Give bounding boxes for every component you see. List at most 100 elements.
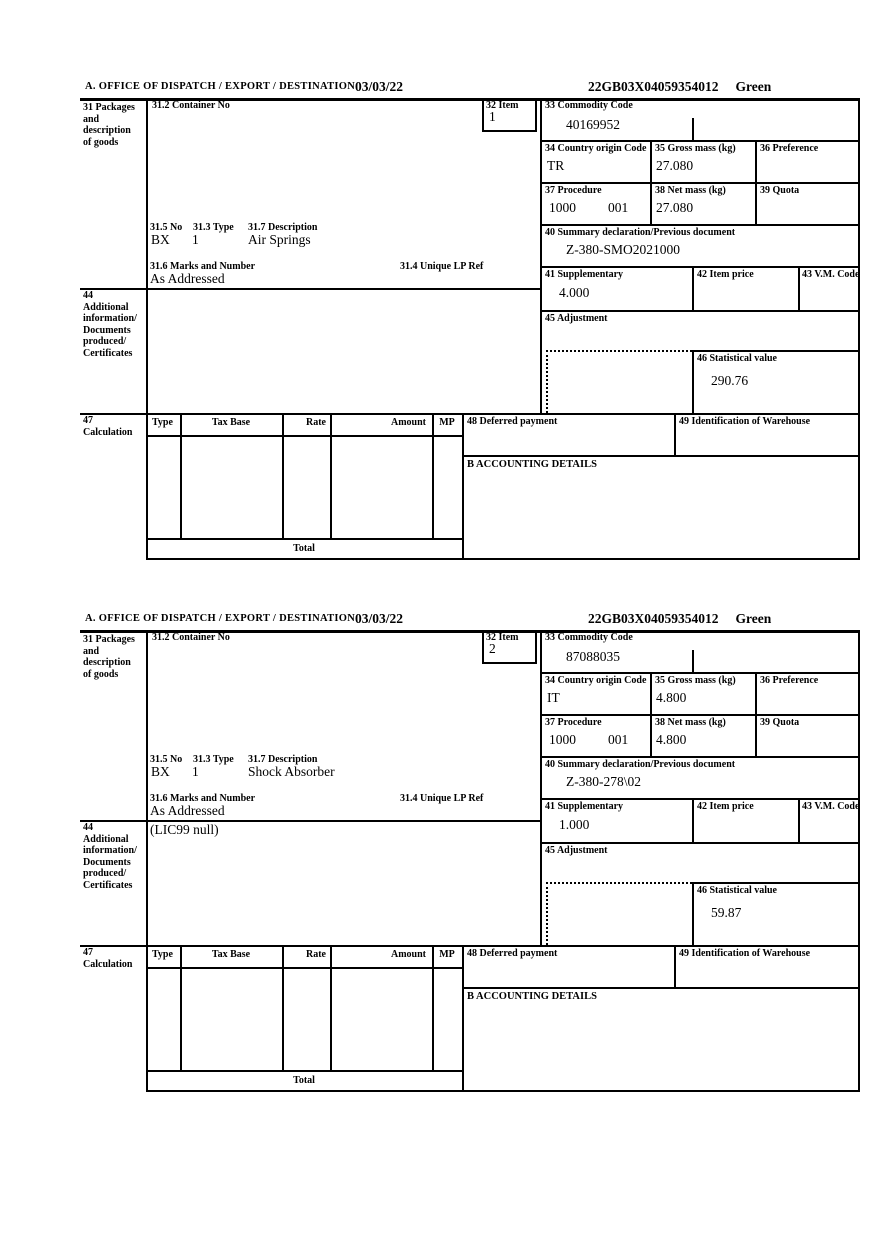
commodity-code-subdivider [692, 650, 694, 672]
divider [80, 820, 542, 822]
adjustment-dotted-border [546, 350, 548, 413]
commodity-code-value: 87088035 [566, 649, 620, 664]
divider [650, 672, 652, 756]
declaration-reference-group: 22GB03X04059354012 Green [588, 611, 771, 626]
item-number-label: 32 Item [486, 632, 519, 643]
divider [650, 140, 652, 224]
divider [80, 413, 860, 415]
description-label: 31.7 Description [248, 754, 318, 765]
container-no-label: 31.2 Container No [152, 100, 230, 111]
description-value: Air Springs [248, 232, 311, 247]
calculation-label: 47 Calculation [83, 415, 133, 438]
divider [540, 310, 860, 312]
divider [692, 350, 860, 352]
table-header-type: Type [152, 417, 173, 428]
declaration-reference: 22GB03X04059354012 [588, 79, 719, 94]
net-mass-label: 38 Net mass (kg) [655, 185, 726, 196]
unique-lp-ref-label: 31.4 Unique LP Ref [400, 793, 484, 804]
item-number-value: 2 [489, 641, 496, 656]
table-header-amount: Amount [390, 949, 426, 960]
declaration-item-section: A. OFFICE OF DISPATCH / EXPORT / DESTINA… [0, 78, 882, 583]
divider [540, 266, 860, 268]
declaration-date: 03/03/22 [355, 79, 404, 94]
gross-mass-value: 27.080 [656, 158, 694, 173]
deferred-payment-label: 48 Deferred payment [467, 416, 558, 427]
divider [798, 266, 800, 310]
table-total-label: Total [293, 543, 315, 554]
divider [146, 630, 148, 1092]
divider [282, 945, 284, 1070]
divider [282, 413, 284, 538]
divider [80, 630, 860, 633]
marks-number-value: As Addressed [150, 271, 225, 286]
additional-information-label: 44 Additional information/ Documents pro… [83, 290, 137, 359]
statistical-value-label: 46 Statistical value [697, 885, 777, 896]
package-no-label: 31.5 No [150, 754, 183, 765]
table-header-mp: MP [439, 417, 455, 428]
divider [692, 266, 694, 310]
item-number-label: 32 Item [486, 100, 519, 111]
divider [146, 538, 462, 540]
divider [692, 798, 694, 842]
divider [462, 413, 464, 560]
declaration-reference: 22GB03X04059354012 [588, 611, 719, 626]
additional-information-label: 44 Additional information/ Documents pro… [83, 822, 137, 891]
calculation-label: 47 Calculation [83, 947, 133, 970]
divider [674, 945, 676, 987]
table-header-rate: Rate [306, 949, 326, 960]
net-mass-label: 38 Net mass (kg) [655, 717, 726, 728]
item-price-label: 42 Item price [697, 801, 754, 812]
package-no-value: BX [151, 764, 170, 779]
divider [692, 882, 860, 884]
description-label: 31.7 Description [248, 222, 318, 233]
divider [540, 630, 542, 945]
status-indicator: Green [735, 611, 772, 626]
procedure-value-2: 001 [608, 200, 629, 215]
adjustment-label: 45 Adjustment [545, 313, 608, 324]
unique-lp-ref-label: 31.4 Unique LP Ref [400, 261, 484, 272]
divider [462, 945, 464, 1092]
supplementary-label: 41 Supplementary [545, 801, 624, 812]
country-origin-label: 34 Country origin Code [545, 143, 647, 154]
declaration-reference-group: 22GB03X04059354012 Green [588, 79, 771, 94]
divider [540, 224, 860, 226]
divider [462, 987, 860, 989]
vm-code-label: 43 V.M. Code [802, 269, 860, 280]
table-header-amount: Amount [390, 417, 426, 428]
divider [540, 714, 860, 716]
net-mass-value: 27.080 [656, 200, 694, 215]
divider [462, 455, 860, 457]
supplementary-value: 1.000 [559, 817, 590, 832]
preference-label: 36 Preference [760, 143, 819, 154]
divider [755, 140, 757, 224]
marks-number-label: 31.6 Marks and Number [150, 261, 256, 272]
country-origin-value: IT [547, 690, 560, 705]
table-header-type: Type [152, 949, 173, 960]
item-number-value: 1 [489, 109, 496, 124]
procedure-label: 37 Procedure [545, 185, 602, 196]
divider [540, 182, 860, 184]
procedure-value: 1000 [549, 200, 576, 215]
container-no-label: 31.2 Container No [152, 632, 230, 643]
packages-description-label: 31 Packages and description of goods [83, 634, 135, 680]
procedure-value-2: 001 [608, 732, 629, 747]
divider [540, 842, 860, 844]
divider [432, 413, 434, 538]
package-no-value: BX [151, 232, 170, 247]
preference-label: 36 Preference [760, 675, 819, 686]
divider [674, 413, 676, 455]
divider [180, 945, 182, 1070]
divider [330, 413, 332, 538]
divider [540, 798, 860, 800]
package-type-value: 1 [192, 764, 199, 779]
commodity-code-label: 33 Commodity Code [545, 632, 633, 643]
adjustment-dotted-border [546, 882, 548, 945]
table-header-tax-base: Tax Base [211, 417, 251, 428]
item-number-box [482, 98, 537, 132]
summary-declaration-value: Z-380-SMO2021000 [566, 242, 680, 257]
divider [540, 756, 860, 758]
divider [540, 98, 542, 413]
adjustment-dotted-border [546, 350, 692, 352]
additional-information-value: (LIC99 null) [150, 822, 219, 837]
